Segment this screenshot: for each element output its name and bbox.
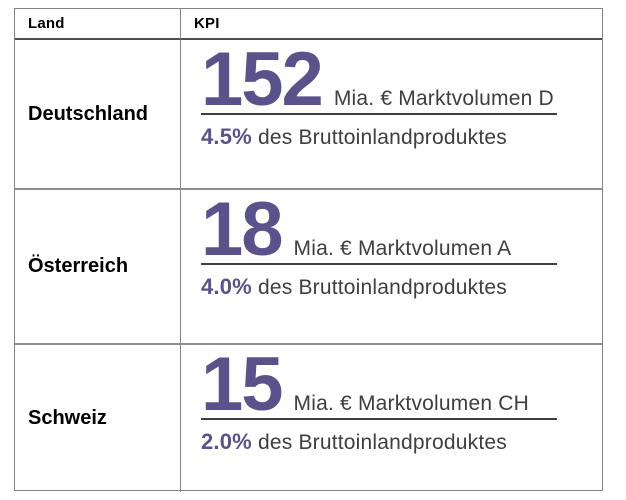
kpi-subline: 2.0% des Bruttoinlandproduktes	[201, 420, 602, 455]
column-header-kpi: KPI	[181, 9, 602, 40]
kpi-cell-oesterreich: 18 Mia. € Marktvolumen A 4.0% des Bruttoi…	[181, 188, 602, 343]
kpi-unit-label: Mia. € Marktvolumen CH	[293, 392, 530, 415]
kpi-headline: 15 Mia. € Marktvolumen CH	[201, 343, 557, 427]
kpi-percent-label: des Bruttoinlandproduktes	[257, 276, 507, 299]
kpi-percent: 4.0%	[201, 274, 252, 299]
column-header-land: Land	[15, 9, 181, 40]
country-label-deutschland: Deutschland	[15, 40, 181, 188]
kpi-unit-label: Mia. € Marktvolumen D	[333, 87, 554, 110]
kpi-percent-label: des Bruttoinlandproduktes	[257, 431, 507, 454]
kpi-headline: 152 Mia. € Marktvolumen D	[201, 40, 557, 122]
kpi-unit-label: Mia. € Marktvolumen A	[293, 237, 512, 260]
country-label-schweiz: Schweiz	[15, 343, 181, 492]
kpi-value: 15	[201, 343, 284, 427]
kpi-percent: 2.0%	[201, 429, 252, 454]
kpi-value: 18	[201, 188, 284, 272]
kpi-percent-label: des Bruttoinlandproduktes	[257, 126, 507, 149]
kpi-subline: 4.0% des Bruttoinlandproduktes	[201, 265, 602, 300]
kpi-cell-deutschland: 152 Mia. € Marktvolumen D 4.5% des Brutto…	[181, 40, 602, 188]
kpi-value: 152	[201, 40, 324, 122]
kpi-headline: 18 Mia. € Marktvolumen A	[201, 188, 557, 272]
kpi-cell-schweiz: 15 Mia. € Marktvolumen CH 2.0% des Brutto…	[181, 343, 602, 492]
kpi-subline: 4.5% des Bruttoinlandproduktes	[201, 115, 602, 150]
country-label-oesterreich: Österreich	[15, 188, 181, 343]
kpi-percent: 4.5%	[201, 124, 252, 149]
kpi-table: Land KPI Deutschland 152 Mia. € Marktvol…	[14, 8, 603, 492]
